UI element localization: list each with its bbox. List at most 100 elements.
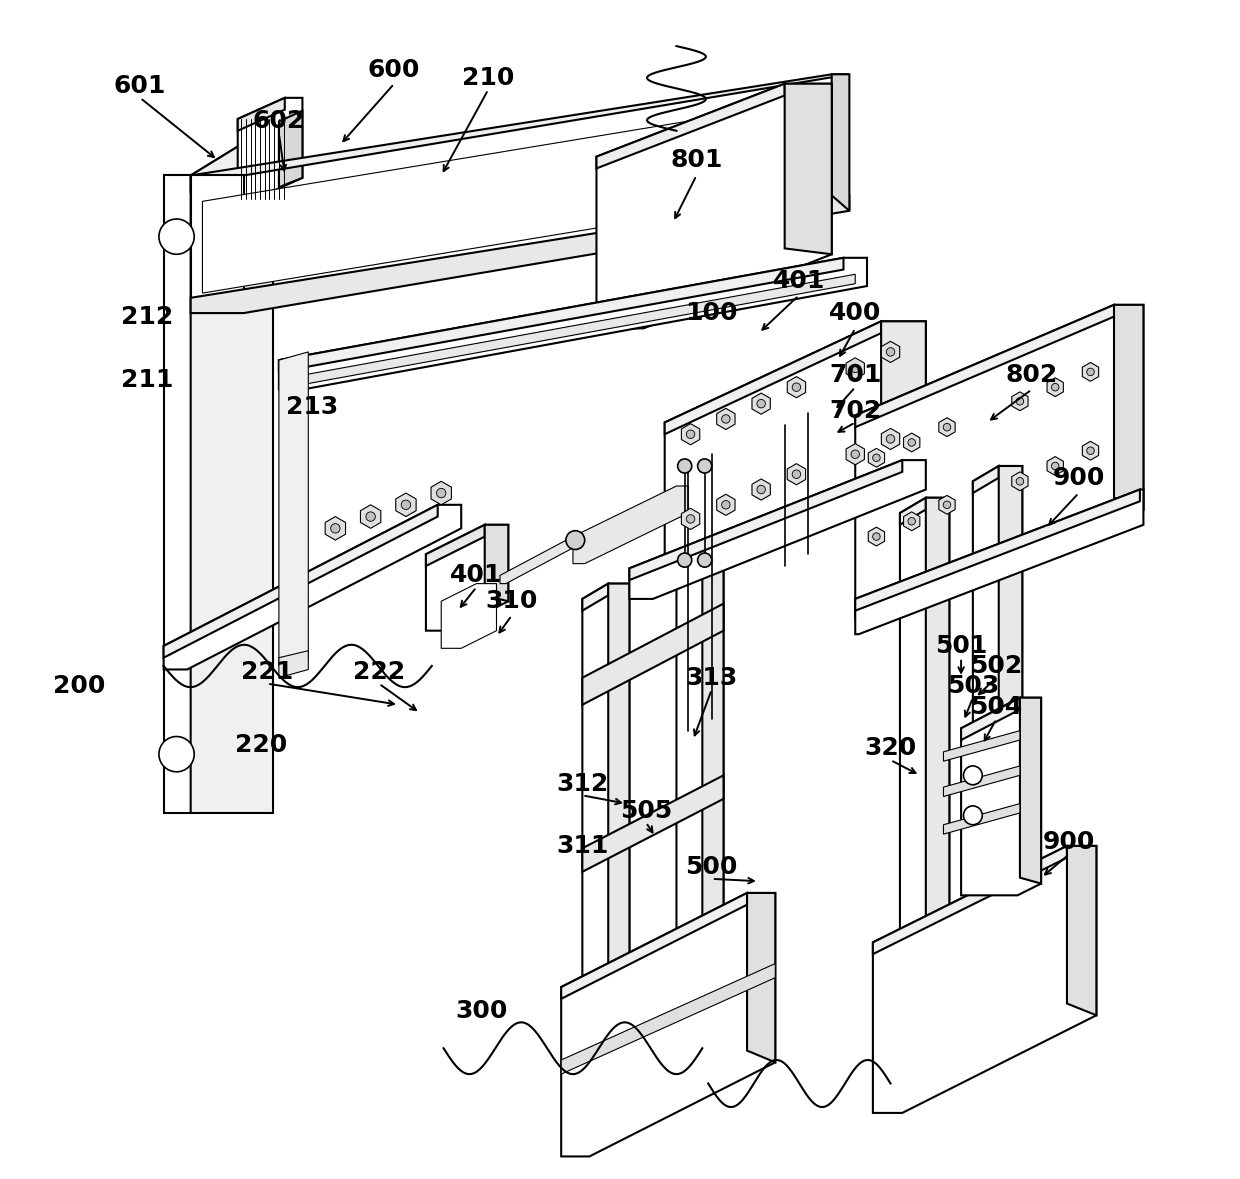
- Circle shape: [722, 501, 730, 509]
- Text: 602: 602: [253, 110, 305, 133]
- Text: 502: 502: [970, 654, 1023, 678]
- Circle shape: [1052, 383, 1059, 391]
- Polygon shape: [500, 536, 579, 584]
- Polygon shape: [868, 448, 884, 467]
- Circle shape: [677, 459, 692, 473]
- Text: 900: 900: [1043, 830, 1095, 855]
- Text: 802: 802: [1006, 363, 1058, 388]
- Polygon shape: [856, 305, 1114, 427]
- Circle shape: [851, 450, 859, 459]
- Polygon shape: [596, 84, 785, 169]
- Polygon shape: [677, 542, 702, 568]
- Polygon shape: [279, 111, 303, 187]
- Circle shape: [963, 766, 982, 785]
- Text: 504: 504: [970, 696, 1023, 719]
- Text: 900: 900: [1053, 466, 1105, 489]
- Circle shape: [963, 806, 982, 825]
- Polygon shape: [998, 466, 1022, 942]
- Text: 702: 702: [830, 399, 882, 423]
- Polygon shape: [279, 651, 309, 678]
- Circle shape: [908, 518, 915, 525]
- Text: 400: 400: [830, 301, 882, 325]
- Text: 505: 505: [620, 798, 672, 823]
- Circle shape: [159, 737, 195, 772]
- Polygon shape: [787, 463, 806, 485]
- Polygon shape: [441, 584, 496, 648]
- Polygon shape: [904, 512, 920, 531]
- Polygon shape: [856, 305, 1143, 619]
- Polygon shape: [191, 125, 273, 192]
- Circle shape: [366, 512, 376, 521]
- Polygon shape: [279, 258, 843, 371]
- Polygon shape: [164, 505, 461, 670]
- Text: 310: 310: [486, 590, 538, 613]
- Text: 320: 320: [864, 737, 916, 760]
- Text: 501: 501: [935, 634, 987, 658]
- Polygon shape: [164, 176, 191, 814]
- Polygon shape: [583, 604, 723, 705]
- Text: 401: 401: [773, 269, 825, 294]
- Polygon shape: [583, 584, 630, 1019]
- Polygon shape: [717, 408, 735, 429]
- Polygon shape: [944, 804, 1021, 835]
- Circle shape: [944, 423, 951, 432]
- Polygon shape: [882, 322, 926, 469]
- Circle shape: [908, 439, 915, 446]
- Circle shape: [722, 415, 730, 423]
- Polygon shape: [1083, 362, 1099, 381]
- Polygon shape: [944, 731, 1021, 762]
- Polygon shape: [238, 98, 303, 199]
- Text: 210: 210: [463, 66, 515, 90]
- Polygon shape: [1083, 441, 1099, 460]
- Polygon shape: [939, 417, 955, 436]
- Circle shape: [1086, 368, 1094, 376]
- Text: 200: 200: [53, 674, 105, 698]
- Circle shape: [686, 430, 694, 439]
- Polygon shape: [596, 84, 832, 329]
- Circle shape: [402, 500, 410, 509]
- Polygon shape: [238, 98, 285, 131]
- Polygon shape: [573, 486, 688, 564]
- Text: 500: 500: [686, 855, 738, 880]
- Polygon shape: [396, 493, 417, 516]
- Polygon shape: [630, 460, 903, 580]
- Polygon shape: [202, 99, 830, 294]
- Polygon shape: [944, 766, 1021, 797]
- Text: 312: 312: [557, 771, 609, 796]
- Polygon shape: [751, 393, 770, 414]
- Polygon shape: [702, 542, 723, 971]
- Polygon shape: [868, 527, 884, 546]
- Circle shape: [792, 383, 801, 391]
- Polygon shape: [1066, 845, 1096, 1015]
- Polygon shape: [665, 322, 926, 571]
- Polygon shape: [846, 443, 864, 465]
- Circle shape: [1052, 462, 1059, 469]
- Text: 311: 311: [557, 834, 609, 858]
- Circle shape: [677, 553, 692, 567]
- Circle shape: [756, 400, 765, 408]
- Circle shape: [887, 348, 895, 356]
- Text: 221: 221: [241, 660, 293, 684]
- Polygon shape: [677, 542, 723, 980]
- Polygon shape: [191, 74, 849, 176]
- Polygon shape: [562, 893, 775, 1157]
- Polygon shape: [846, 357, 864, 378]
- Text: 211: 211: [122, 368, 174, 393]
- Text: 300: 300: [455, 999, 507, 1022]
- Polygon shape: [665, 322, 882, 434]
- Polygon shape: [1047, 456, 1064, 475]
- Text: 100: 100: [686, 301, 738, 325]
- Circle shape: [1016, 397, 1024, 406]
- Circle shape: [873, 454, 880, 461]
- Polygon shape: [926, 498, 950, 971]
- Polygon shape: [873, 845, 1066, 954]
- Circle shape: [887, 435, 895, 443]
- Polygon shape: [682, 508, 699, 529]
- Text: 701: 701: [830, 363, 882, 388]
- Circle shape: [698, 553, 712, 567]
- Polygon shape: [279, 351, 309, 666]
- Polygon shape: [785, 84, 832, 255]
- Circle shape: [436, 488, 446, 498]
- Polygon shape: [583, 584, 609, 611]
- Text: 801: 801: [671, 149, 723, 172]
